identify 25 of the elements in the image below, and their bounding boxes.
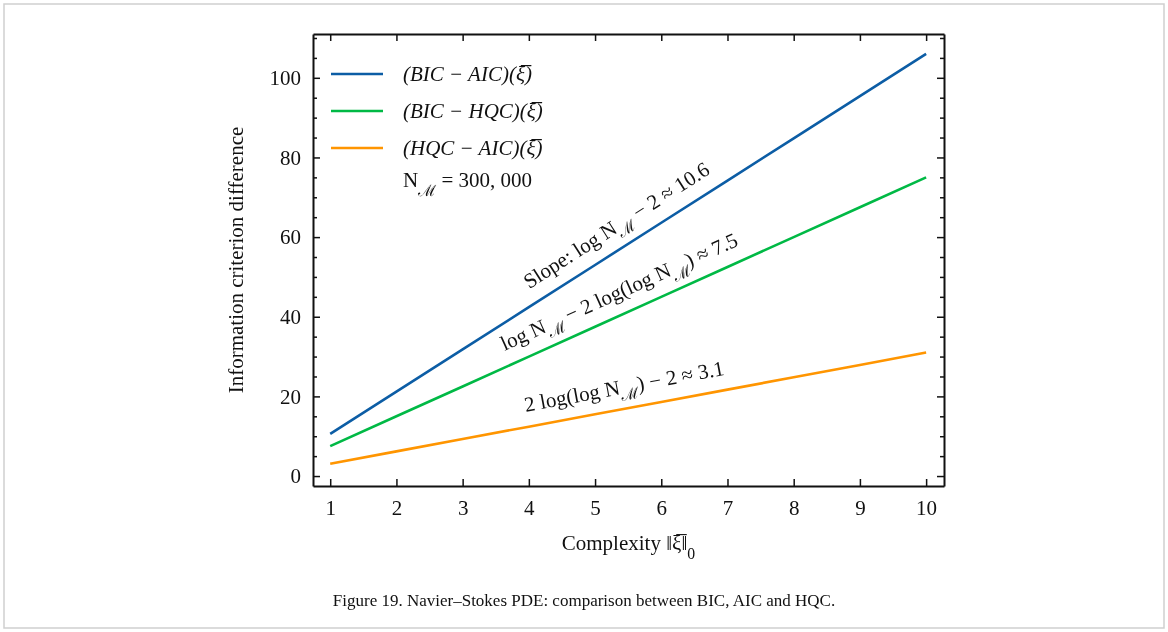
x-tick-label: 4 bbox=[524, 495, 536, 520]
y-tick-label: 0 bbox=[290, 464, 301, 489]
y-tick-label: 60 bbox=[280, 225, 301, 250]
y-tick-label: 20 bbox=[280, 384, 301, 409]
text: Figure 19. Navier–Stokes PDE: comparison between BIC, AIC and HQC. bbox=[332, 591, 836, 610]
legend-label: (BIC − AIC)(ξ̅) bbox=[403, 62, 532, 86]
x-tick-label: 9 bbox=[855, 495, 866, 520]
x-tick-label: 8 bbox=[788, 495, 800, 520]
x-tick-label: 10 bbox=[916, 495, 938, 520]
x-tick-label: 2 bbox=[391, 495, 403, 520]
y-axis-title: Information criterion difference bbox=[224, 126, 248, 394]
x-tick-label: 3 bbox=[457, 495, 469, 520]
line-series bbox=[328, 351, 928, 465]
legend-label: (BIC − HQC)(ξ̅) bbox=[403, 99, 543, 123]
x-tick-label: 6 bbox=[656, 495, 668, 520]
y-tick-label: 80 bbox=[280, 145, 301, 170]
x-tick-label: 1 bbox=[325, 495, 336, 520]
legend-label: (HQC − AIC)(ξ̅) bbox=[403, 136, 543, 160]
x-tick-label: 7 bbox=[722, 495, 734, 520]
x-axis-title: Complexity ‖ξ̅‖$_{0}$ bbox=[561, 531, 696, 562]
annotation: N$_{ℳ}$ = 300, 000 bbox=[403, 168, 533, 199]
x-tick-label: 5 bbox=[590, 495, 601, 520]
line-series bbox=[328, 52, 928, 436]
y-tick-label: 100 bbox=[269, 66, 301, 91]
y-tick-label: 40 bbox=[280, 304, 301, 329]
